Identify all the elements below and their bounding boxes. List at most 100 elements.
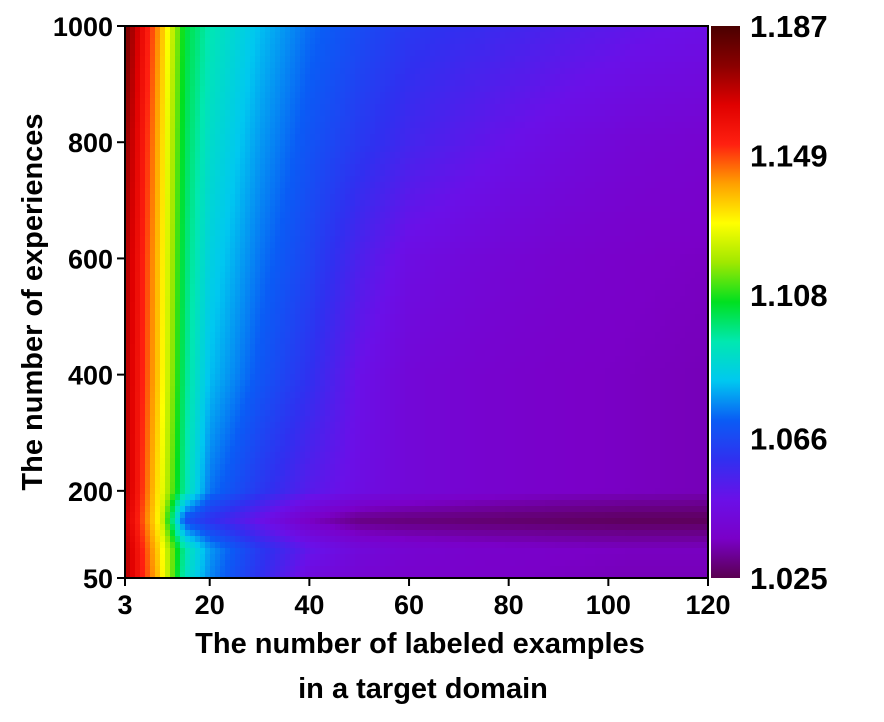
heatmap-cell — [135, 44, 141, 51]
heatmap-cell — [155, 62, 161, 69]
heatmap-cell — [590, 62, 596, 69]
heatmap-cell — [660, 80, 666, 87]
heatmap-cell — [315, 26, 321, 33]
heatmap-cell — [505, 62, 511, 69]
heatmap-cell — [400, 50, 406, 57]
heatmap-cell — [190, 92, 196, 99]
heatmap-cell — [485, 134, 491, 141]
heatmap-cell — [330, 254, 336, 261]
heatmap-cell — [380, 194, 386, 201]
heatmap-cell — [600, 242, 606, 249]
heatmap-cell — [165, 254, 171, 261]
heatmap-cell — [655, 80, 661, 87]
heatmap-cell — [180, 56, 186, 63]
heatmap-cell — [415, 164, 421, 171]
heatmap-cell — [255, 56, 261, 63]
heatmap-cell — [390, 230, 396, 237]
heatmap-cell — [300, 176, 306, 183]
heatmap-cell — [160, 164, 166, 171]
heatmap-cell — [375, 212, 381, 219]
heatmap-cell — [270, 212, 276, 219]
heatmap-cell — [625, 158, 631, 165]
heatmap-cell — [135, 26, 141, 33]
heatmap-cell — [215, 182, 221, 189]
heatmap-cell — [315, 116, 321, 123]
heatmap-cell — [250, 56, 256, 63]
heatmap-cell — [675, 212, 681, 219]
heatmap-cell — [540, 278, 546, 285]
heatmap-cell — [410, 272, 416, 279]
heatmap-cell — [280, 230, 286, 237]
heatmap-cell — [465, 140, 471, 147]
heatmap-cell — [320, 56, 326, 63]
heatmap-cell — [380, 62, 386, 69]
heatmap-cell — [405, 170, 411, 177]
heatmap-cell — [705, 116, 709, 123]
heatmap-cell — [490, 188, 496, 195]
heatmap-cell — [430, 266, 436, 273]
heatmap-cell — [225, 68, 231, 75]
heatmap-cell — [465, 188, 471, 195]
heatmap-cell — [510, 188, 516, 195]
heatmap-cell — [245, 68, 251, 75]
heatmap-cell — [640, 224, 646, 231]
heatmap-cell — [705, 236, 709, 243]
heatmap-cell — [295, 98, 301, 105]
heatmap-cell — [535, 206, 541, 213]
heatmap-cell — [505, 26, 511, 33]
heatmap-cell — [310, 44, 316, 51]
heatmap-cell — [220, 242, 226, 249]
heatmap-cell — [345, 32, 351, 39]
heatmap-cell — [275, 44, 281, 51]
heatmap-cell — [190, 236, 196, 243]
heatmap-cell — [445, 272, 451, 279]
heatmap-cell — [155, 140, 161, 147]
heatmap-cell — [145, 86, 151, 93]
heatmap-cell — [405, 80, 411, 87]
heatmap-cell — [295, 212, 301, 219]
heatmap-cell — [445, 26, 451, 33]
heatmap-cell — [165, 230, 171, 237]
heatmap-cell — [700, 152, 706, 159]
heatmap-cell — [520, 116, 526, 123]
heatmap-cell — [555, 188, 561, 195]
heatmap-cell — [230, 80, 236, 87]
heatmap-cell — [200, 26, 206, 33]
heatmap-cell — [480, 188, 486, 195]
heatmap-cell — [230, 68, 236, 75]
heatmap-cell — [190, 272, 196, 279]
heatmap-cell — [140, 158, 146, 165]
heatmap-cell — [685, 248, 691, 255]
heatmap-cell — [225, 260, 231, 267]
heatmap-cell — [275, 212, 281, 219]
heatmap-cell — [230, 140, 236, 147]
heatmap-cell — [215, 260, 221, 267]
heatmap-cell — [210, 50, 216, 57]
heatmap-cell — [685, 224, 691, 231]
heatmap-cell — [690, 98, 696, 105]
heatmap-cell — [515, 146, 521, 153]
heatmap-cell — [285, 146, 291, 153]
heatmap-cell — [630, 104, 636, 111]
heatmap-cell — [600, 92, 606, 99]
heatmap-cell — [125, 92, 131, 99]
heatmap-cell — [170, 224, 176, 231]
heatmap-cell — [400, 80, 406, 87]
heatmap-cell — [365, 152, 371, 159]
heatmap-cell — [230, 224, 236, 231]
heatmap-cell — [200, 152, 206, 159]
heatmap-cell — [310, 200, 316, 207]
heatmap-cell — [650, 50, 656, 57]
heatmap-cell — [500, 164, 506, 171]
heatmap-cell — [690, 236, 696, 243]
heatmap-cell — [540, 158, 546, 165]
heatmap-cell — [365, 164, 371, 171]
heatmap-cell — [130, 122, 136, 129]
heatmap-cell — [650, 188, 656, 195]
heatmap-cell — [590, 98, 596, 105]
heatmap-cell — [220, 212, 226, 219]
heatmap-cell — [340, 122, 346, 129]
heatmap-cell — [320, 272, 326, 279]
heatmap-cell — [520, 224, 526, 231]
heatmap-cell — [165, 260, 171, 267]
